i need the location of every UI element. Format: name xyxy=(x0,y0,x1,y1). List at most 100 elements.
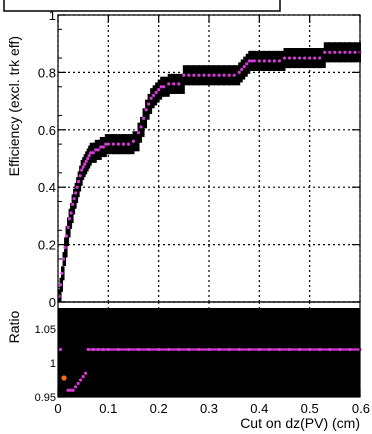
efficiency-band-segment xyxy=(202,65,210,86)
efficiency-point xyxy=(111,142,115,146)
efficiency-point xyxy=(343,50,347,54)
efficiency-point xyxy=(328,50,332,54)
ratio-y-axis-label: Ratio xyxy=(6,310,22,343)
ratio-x-tick-labels: 0 0.1 0.2 0.3 0.4 0.5 0.6 xyxy=(54,401,370,416)
efficiency-band-segment xyxy=(112,134,120,155)
efficiency-point xyxy=(87,154,91,158)
efficiency-point xyxy=(282,56,287,60)
ratio-y-tick-label: 0.95 xyxy=(35,392,56,404)
ratio-points xyxy=(58,347,362,392)
ratio-x-tick-label: 0.1 xyxy=(99,401,117,416)
efficiency-point xyxy=(86,156,90,161)
ratio-point xyxy=(84,371,88,375)
efficiency-point xyxy=(84,159,88,163)
efficiency-band-segment xyxy=(218,65,226,86)
efficiency-band-segment xyxy=(353,42,361,63)
efficiency-band-segment xyxy=(177,73,185,94)
efficiency-point xyxy=(177,82,181,86)
ratio-point xyxy=(71,388,75,392)
efficiency-point xyxy=(141,116,146,120)
ratio-x-axis-label: Cut on dz(PV) (cm) xyxy=(240,415,360,431)
ratio-x-tick-label: 0.2 xyxy=(150,401,168,416)
efficiency-point xyxy=(154,90,158,95)
efficiency-point xyxy=(318,56,322,60)
efficiency-point xyxy=(187,73,191,77)
efficiency-band-segment xyxy=(187,65,195,86)
efficiency-point xyxy=(116,142,120,146)
ratio-point xyxy=(76,381,80,386)
efficiency-point xyxy=(144,108,148,112)
header-box xyxy=(3,0,281,12)
efficiency-band-segment xyxy=(182,65,190,86)
efficiency-point xyxy=(237,70,241,74)
efficiency-point xyxy=(147,102,151,106)
efficiency-point xyxy=(353,50,357,54)
efficiency-point xyxy=(136,131,141,135)
efficiency-point xyxy=(78,174,82,178)
efficiency-point xyxy=(80,168,84,172)
efficiency-point xyxy=(298,56,302,60)
efficiency-band-segment xyxy=(162,76,170,97)
efficiency-point xyxy=(91,151,95,155)
efficiency-points xyxy=(57,50,362,298)
efficiency-band-segment xyxy=(343,42,351,63)
efficiency-band-segment xyxy=(122,134,130,155)
efficiency-band-segment xyxy=(273,50,281,71)
ratio-x-tick-label: 0.6 xyxy=(352,401,370,416)
efficiency-point xyxy=(262,59,266,63)
efficiency-point xyxy=(348,50,352,54)
ratio-y-tick-labels: 0.95 1 1.05 xyxy=(35,324,56,404)
efficiency-point xyxy=(67,217,72,221)
efficiency-point xyxy=(242,65,246,69)
ratio-point xyxy=(79,378,83,382)
efficiency-y-tick-label: 0.2 xyxy=(38,238,56,253)
efficiency-point xyxy=(338,50,342,54)
efficiency-band-segment xyxy=(172,73,180,94)
ratio-point xyxy=(68,388,73,392)
efficiency-band-segment xyxy=(117,134,125,155)
ratio-outlier-point xyxy=(61,375,67,381)
efficiency-point xyxy=(172,82,176,86)
efficiency-point xyxy=(69,211,73,215)
efficiency-point xyxy=(162,85,166,89)
efficiency-uncertainty-band xyxy=(58,42,361,302)
ratio-x-tick-label: 0.4 xyxy=(250,401,268,416)
efficiency-point xyxy=(247,59,251,63)
efficiency-point xyxy=(89,151,93,155)
efficiency-point xyxy=(61,257,66,261)
efficiency-y-tick-label: 0.8 xyxy=(38,65,56,80)
efficiency-band-segment xyxy=(253,50,261,71)
efficiency-point xyxy=(152,93,156,97)
efficiency-point xyxy=(74,191,78,195)
efficiency-point xyxy=(287,56,292,60)
efficiency-point xyxy=(207,73,211,77)
efficiency-band-segment xyxy=(348,42,356,63)
efficiency-point xyxy=(232,73,236,77)
efficiency-y-tick-label: 0 xyxy=(49,295,56,310)
efficiency-band-segment xyxy=(263,50,271,71)
efficiency-point xyxy=(149,96,153,100)
efficiency-point xyxy=(121,142,126,146)
efficiency-point xyxy=(192,73,196,77)
efficiency-band-segment xyxy=(323,42,331,63)
efficiency-band-segment xyxy=(338,42,346,63)
efficiency-band-segment xyxy=(127,134,135,155)
efficiency-y-tick-labels: 0 0.2 0.4 0.6 0.8 1 xyxy=(38,8,56,310)
efficiency-band-segment xyxy=(208,65,216,86)
efficiency-y-tick-label: 0.6 xyxy=(38,123,56,138)
efficiency-point xyxy=(313,56,317,60)
efficiency-y-tick-label: 0.4 xyxy=(38,180,56,195)
efficiency-band-segment xyxy=(328,42,336,63)
efficiency-point xyxy=(240,67,244,72)
ratio-point xyxy=(58,347,63,352)
efficiency-point xyxy=(106,142,110,146)
ratio-x-tick-label: 0.3 xyxy=(200,401,218,416)
efficiency-point xyxy=(66,225,70,229)
efficiency-point xyxy=(277,59,282,63)
efficiency-point xyxy=(308,56,312,60)
efficiency-point xyxy=(81,165,85,169)
efficiency-band-segment xyxy=(107,134,115,155)
efficiency-point xyxy=(245,62,249,66)
ratio-point xyxy=(74,385,78,389)
efficiency-y-axis-label: Efficiency (excl. trk eff) xyxy=(6,36,22,176)
